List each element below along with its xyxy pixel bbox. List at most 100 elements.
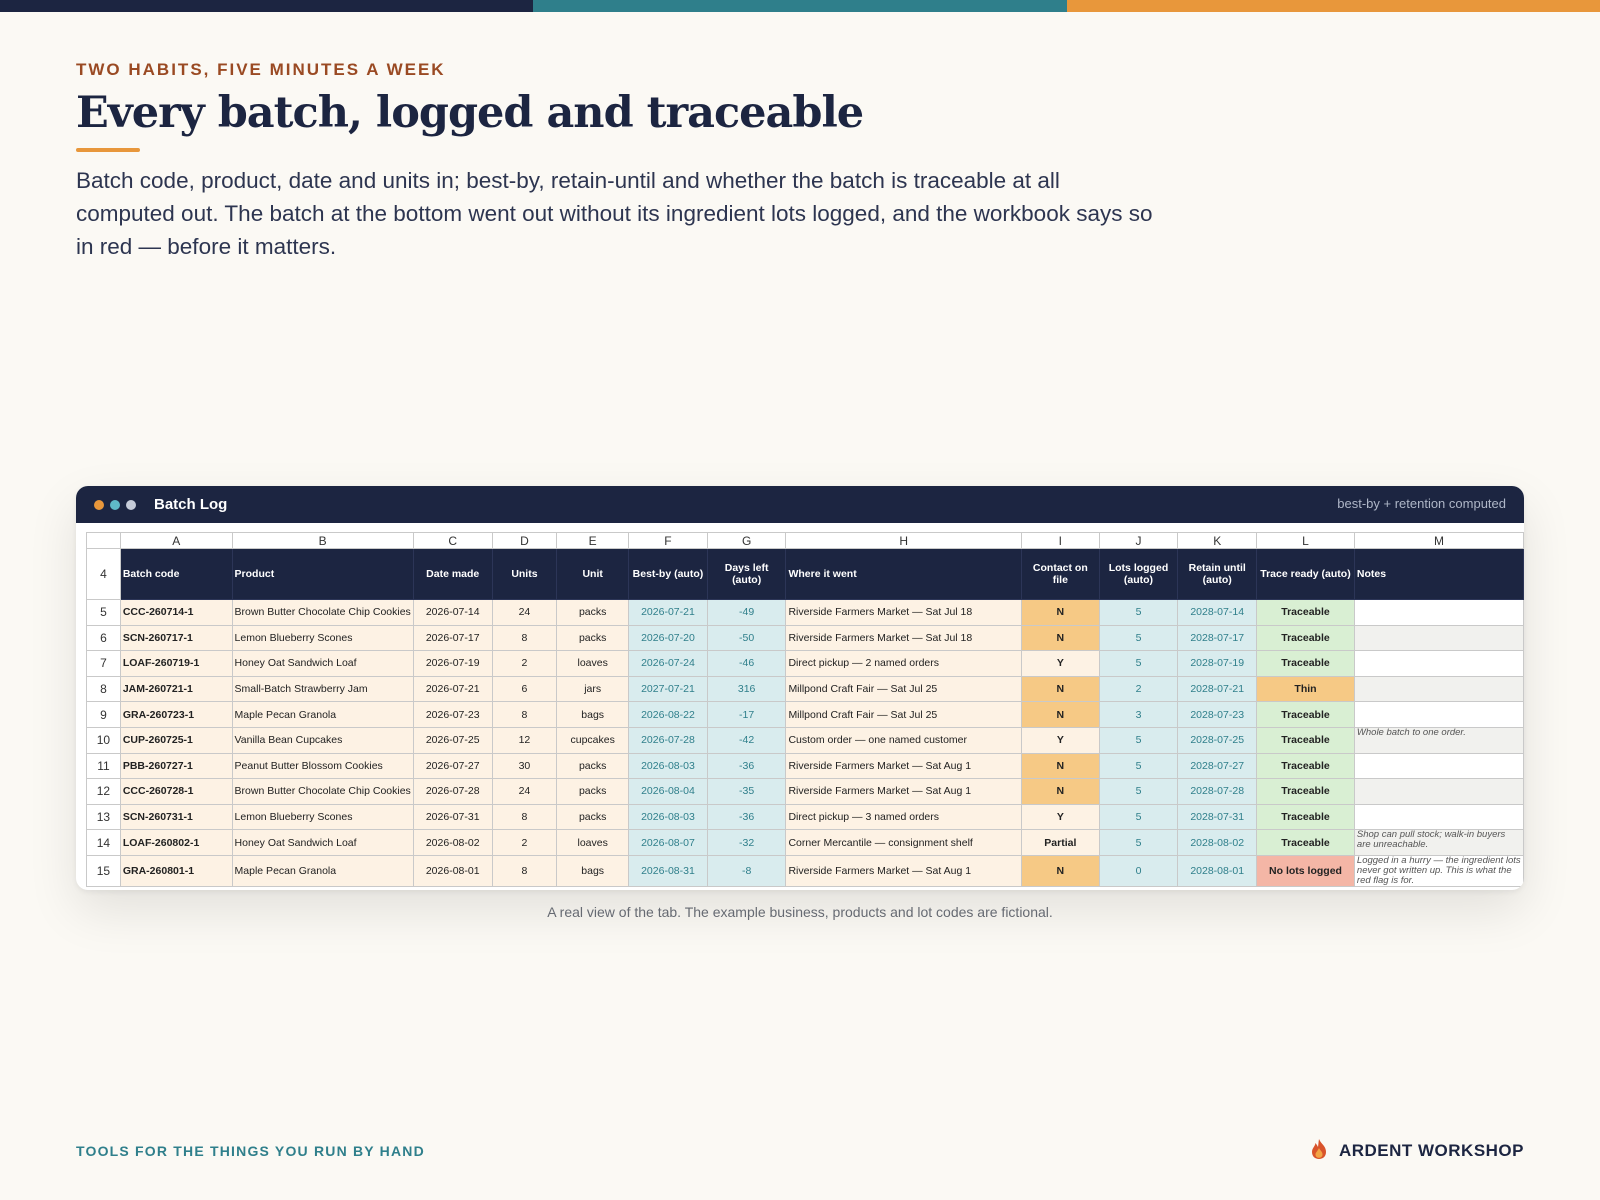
cell-retain-until[interactable]: 2028-08-02 bbox=[1177, 829, 1258, 856]
cell-best-by[interactable]: 2026-08-31 bbox=[628, 854, 708, 887]
row-number[interactable]: 7 bbox=[86, 650, 121, 677]
cell-best-by[interactable]: 2027-07-21 bbox=[628, 675, 708, 703]
cell-where-it-went[interactable]: Riverside Farmers Market — Sat Aug 1 bbox=[785, 752, 1022, 780]
row-number[interactable]: 10 bbox=[86, 726, 121, 754]
cell-trace-ready[interactable]: Traceable bbox=[1256, 778, 1355, 805]
cell-product[interactable]: Honey Oat Sandwich Loaf bbox=[231, 829, 414, 856]
cell-date-made[interactable]: 2026-08-02 bbox=[412, 829, 493, 856]
cell-product[interactable]: Honey Oat Sandwich Loaf bbox=[231, 650, 414, 677]
cell-units[interactable]: 8 bbox=[491, 854, 558, 887]
cell-unit[interactable]: bags bbox=[556, 854, 630, 887]
cell-batch-code[interactable]: PBB-260727-1 bbox=[119, 752, 233, 780]
cell-unit[interactable]: packs bbox=[556, 752, 630, 780]
column-letter-g[interactable]: G bbox=[706, 532, 787, 549]
cell-product[interactable]: Vanilla Bean Cupcakes bbox=[231, 726, 414, 754]
cell-trace-ready[interactable]: Traceable bbox=[1256, 829, 1355, 856]
cell-notes[interactable] bbox=[1353, 650, 1524, 677]
cell-days-left[interactable]: -46 bbox=[706, 650, 787, 677]
column-letter-h[interactable]: H bbox=[785, 532, 1022, 549]
cell-units[interactable]: 8 bbox=[491, 701, 558, 728]
cell-batch-code[interactable]: CCC-260714-1 bbox=[119, 599, 233, 626]
row-number[interactable]: 9 bbox=[86, 701, 121, 728]
cell-retain-until[interactable]: 2028-07-23 bbox=[1177, 701, 1258, 728]
column-letter-a[interactable]: A bbox=[119, 532, 233, 549]
cell-product[interactable]: Peanut Butter Blossom Cookies bbox=[231, 752, 414, 780]
cell-lots-logged[interactable]: 5 bbox=[1098, 726, 1179, 754]
cell-notes[interactable] bbox=[1353, 624, 1524, 652]
cell-product[interactable]: Maple Pecan Granola bbox=[231, 854, 414, 887]
cell-contact-on-file[interactable]: N bbox=[1021, 599, 1100, 626]
cell-contact-on-file[interactable]: N bbox=[1021, 701, 1100, 728]
cell-retain-until[interactable]: 2028-07-21 bbox=[1177, 675, 1258, 703]
cell-trace-ready[interactable]: Traceable bbox=[1256, 701, 1355, 728]
cell-unit[interactable]: cupcakes bbox=[556, 726, 630, 754]
row-number[interactable]: 6 bbox=[86, 624, 121, 652]
cell-product[interactable]: Lemon Blueberry Scones bbox=[231, 803, 414, 831]
cell-days-left[interactable]: -8 bbox=[706, 854, 787, 887]
cell-contact-on-file[interactable]: N bbox=[1021, 778, 1100, 805]
cell-product[interactable]: Small-Batch Strawberry Jam bbox=[231, 675, 414, 703]
cell-units[interactable]: 6 bbox=[491, 675, 558, 703]
cell-notes[interactable] bbox=[1353, 599, 1524, 626]
cell-days-left[interactable]: -35 bbox=[706, 778, 787, 805]
cell-lots-logged[interactable]: 2 bbox=[1098, 675, 1179, 703]
column-header[interactable]: Units bbox=[491, 548, 558, 600]
cell-days-left[interactable]: -50 bbox=[706, 624, 787, 652]
cell-unit[interactable]: jars bbox=[556, 675, 630, 703]
cell-units[interactable]: 24 bbox=[491, 778, 558, 805]
cell-where-it-went[interactable]: Riverside Farmers Market — Sat Jul 18 bbox=[785, 624, 1022, 652]
column-letter-j[interactable]: J bbox=[1098, 532, 1179, 549]
cell-units[interactable]: 8 bbox=[491, 803, 558, 831]
cell-batch-code[interactable]: CCC-260728-1 bbox=[119, 778, 233, 805]
cell-best-by[interactable]: 2026-08-04 bbox=[628, 778, 708, 805]
cell-units[interactable]: 8 bbox=[491, 624, 558, 652]
column-letter-e[interactable]: E bbox=[556, 532, 630, 549]
cell-lots-logged[interactable]: 5 bbox=[1098, 624, 1179, 652]
cell-unit[interactable]: loaves bbox=[556, 829, 630, 856]
cell-units[interactable]: 12 bbox=[491, 726, 558, 754]
cell-best-by[interactable]: 2026-08-22 bbox=[628, 701, 708, 728]
cell-date-made[interactable]: 2026-08-01 bbox=[412, 854, 493, 887]
cell-trace-ready[interactable]: Traceable bbox=[1256, 752, 1355, 780]
cell-best-by[interactable]: 2026-07-24 bbox=[628, 650, 708, 677]
column-letter-b[interactable]: B bbox=[231, 532, 414, 549]
cell-days-left[interactable]: -32 bbox=[706, 829, 787, 856]
cell-best-by[interactable]: 2026-07-21 bbox=[628, 599, 708, 626]
row-number[interactable]: 13 bbox=[86, 803, 121, 831]
cell-date-made[interactable]: 2026-07-17 bbox=[412, 624, 493, 652]
cell-notes[interactable] bbox=[1353, 778, 1524, 805]
cell-lots-logged[interactable]: 3 bbox=[1098, 701, 1179, 728]
cell-days-left[interactable]: -17 bbox=[706, 701, 787, 728]
column-header[interactable]: Batch code bbox=[119, 548, 233, 600]
column-header[interactable]: Days left (auto) bbox=[706, 548, 787, 600]
cell-contact-on-file[interactable]: N bbox=[1021, 624, 1100, 652]
cell-days-left[interactable]: -49 bbox=[706, 599, 787, 626]
cell-product[interactable]: Brown Butter Chocolate Chip Cookies bbox=[231, 778, 414, 805]
cell-where-it-went[interactable]: Riverside Farmers Market — Sat Jul 18 bbox=[785, 599, 1022, 626]
column-letter-m[interactable]: M bbox=[1353, 532, 1524, 549]
column-header[interactable]: Lots logged (auto) bbox=[1098, 548, 1179, 600]
cell-lots-logged[interactable]: 5 bbox=[1098, 803, 1179, 831]
cell-trace-ready[interactable]: Traceable bbox=[1256, 599, 1355, 626]
cell-best-by[interactable]: 2026-08-03 bbox=[628, 803, 708, 831]
cell-batch-code[interactable]: GRA-260801-1 bbox=[119, 854, 233, 887]
cell-notes[interactable] bbox=[1353, 752, 1524, 780]
cell-batch-code[interactable]: SCN-260717-1 bbox=[119, 624, 233, 652]
cell-where-it-went[interactable]: Corner Mercantile — consignment shelf bbox=[785, 829, 1022, 856]
row-number[interactable]: 15 bbox=[86, 854, 121, 887]
column-header[interactable]: Retain until (auto) bbox=[1177, 548, 1258, 600]
cell-units[interactable]: 30 bbox=[491, 752, 558, 780]
cell-date-made[interactable]: 2026-07-14 bbox=[412, 599, 493, 626]
cell-best-by[interactable]: 2026-07-28 bbox=[628, 726, 708, 754]
cell-date-made[interactable]: 2026-07-31 bbox=[412, 803, 493, 831]
cell-trace-ready[interactable]: Thin bbox=[1256, 675, 1355, 703]
cell-best-by[interactable]: 2026-08-07 bbox=[628, 829, 708, 856]
column-letter-c[interactable]: C bbox=[412, 532, 493, 549]
cell-contact-on-file[interactable]: N bbox=[1021, 752, 1100, 780]
column-header[interactable]: Date made bbox=[412, 548, 493, 600]
cell-lots-logged[interactable]: 5 bbox=[1098, 778, 1179, 805]
cell-date-made[interactable]: 2026-07-19 bbox=[412, 650, 493, 677]
cell-lots-logged[interactable]: 5 bbox=[1098, 599, 1179, 626]
cell-units[interactable]: 24 bbox=[491, 599, 558, 626]
